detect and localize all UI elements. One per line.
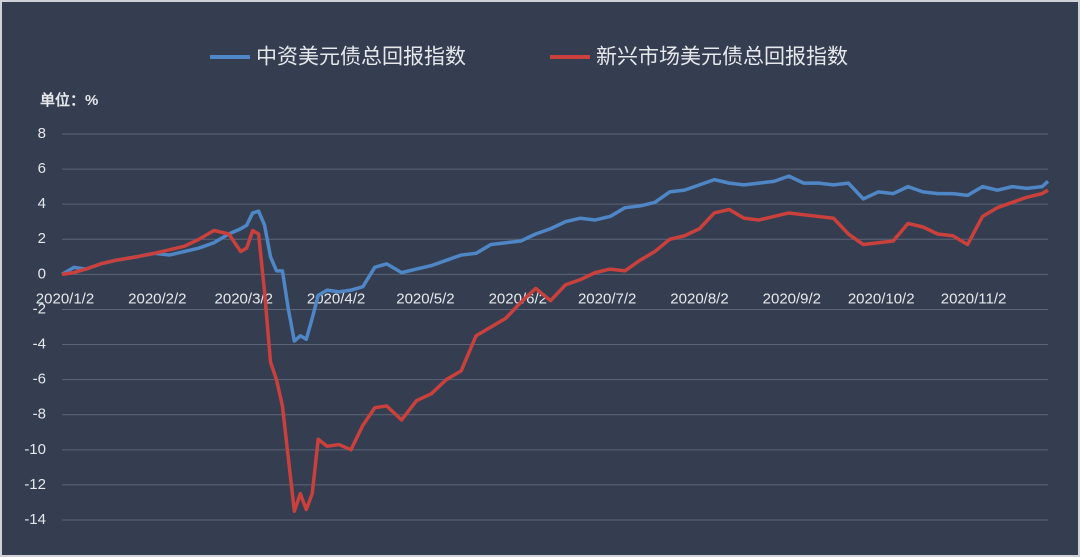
x-tick-label: 2020/9/2: [763, 290, 821, 307]
x-tick-label: 2020/8/2: [670, 290, 728, 307]
y-tick-label: 6: [38, 160, 46, 177]
y-tick-label: -2: [33, 300, 46, 317]
x-tick-label: 2020/10/2: [848, 290, 915, 307]
y-tick-label: 2: [38, 230, 46, 247]
series-line: [61, 174, 1050, 343]
x-tick-label: 2020/11/2: [941, 290, 1007, 307]
x-tick-label: 2020/1/2: [36, 290, 94, 307]
y-tick-label: 0: [38, 265, 46, 282]
y-tick-label: -10: [24, 441, 46, 458]
y-tick-label: -14: [24, 511, 46, 528]
x-tick-label: 2020/5/2: [396, 290, 454, 307]
y-tick-label: -4: [33, 336, 46, 353]
y-tick-label: -6: [33, 371, 46, 388]
legend-text: 新兴市场美元债总回报指数: [596, 46, 848, 69]
x-tick-label: 2020/6/2: [489, 290, 547, 307]
y-tick-label: 4: [38, 195, 46, 212]
y-tick-label: -8: [33, 406, 46, 423]
y-tick-label: 8: [38, 125, 46, 142]
x-tick-label: 2020/3/2: [215, 290, 273, 307]
x-tick-label: 2020/7/2: [578, 290, 636, 307]
y-tick-label: -12: [24, 476, 46, 493]
legend-text: 中资美元债总回报指数: [256, 46, 466, 69]
x-tick-label: 2020/2/2: [128, 290, 186, 307]
unit-label: 单位：%: [40, 91, 98, 109]
series-line: [61, 188, 1049, 513]
